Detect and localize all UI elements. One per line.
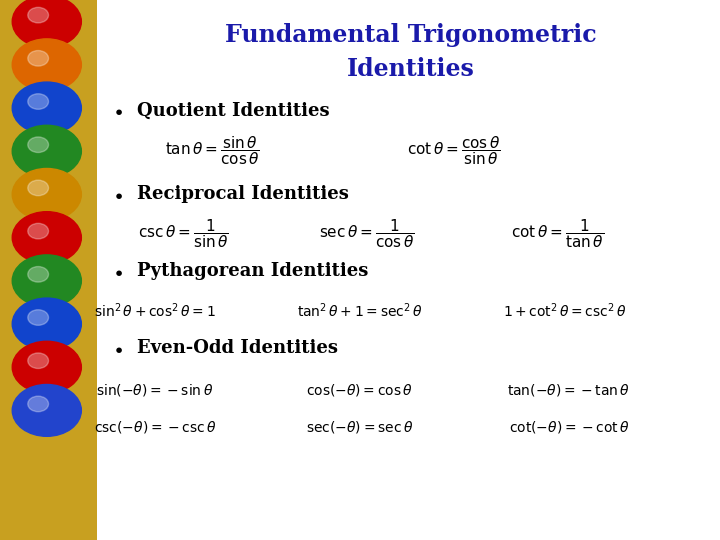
Circle shape [28, 353, 48, 368]
Circle shape [28, 267, 48, 282]
Text: $\bullet$: $\bullet$ [112, 339, 122, 358]
Text: $\csc(-\theta) = -\csc\theta$: $\csc(-\theta) = -\csc\theta$ [94, 418, 216, 435]
Text: $\bullet$: $\bullet$ [112, 185, 122, 204]
FancyBboxPatch shape [0, 0, 97, 540]
Circle shape [12, 255, 81, 307]
Text: Fundamental Trigonometric: Fundamental Trigonometric [225, 23, 596, 47]
Text: Quotient Identities: Quotient Identities [137, 102, 330, 120]
Text: $\sin(-\theta) = -\sin\theta$: $\sin(-\theta) = -\sin\theta$ [96, 382, 213, 398]
Text: $\sin^2\theta + \cos^2\theta = 1$: $\sin^2\theta + \cos^2\theta = 1$ [94, 301, 216, 320]
Text: $\cot\theta = \dfrac{\cos\theta}{\sin\theta}$: $\cot\theta = \dfrac{\cos\theta}{\sin\th… [407, 134, 500, 166]
Text: Reciprocal Identities: Reciprocal Identities [137, 185, 348, 204]
Circle shape [28, 51, 48, 66]
Text: $\cos(-\theta) = \cos\theta$: $\cos(-\theta) = \cos\theta$ [307, 382, 413, 398]
Circle shape [12, 212, 81, 264]
Text: $\sec\theta = \dfrac{1}{\cos\theta}$: $\sec\theta = \dfrac{1}{\cos\theta}$ [320, 217, 415, 249]
Circle shape [28, 396, 48, 411]
Text: Even-Odd Identities: Even-Odd Identities [137, 339, 338, 357]
Text: $\csc\theta = \dfrac{1}{\sin\theta}$: $\csc\theta = \dfrac{1}{\sin\theta}$ [138, 217, 229, 249]
Text: $\tan(-\theta) = -\tan\theta$: $\tan(-\theta) = -\tan\theta$ [508, 382, 630, 398]
Text: $\cot(-\theta) = -\cot\theta$: $\cot(-\theta) = -\cot\theta$ [508, 418, 629, 435]
Text: $\sec(-\theta) = \sec\theta$: $\sec(-\theta) = \sec\theta$ [307, 418, 413, 435]
Text: Identities: Identities [346, 57, 474, 81]
Circle shape [28, 8, 48, 23]
Text: $1 + \cot^2\theta = \csc^2\theta$: $1 + \cot^2\theta = \csc^2\theta$ [503, 301, 627, 320]
Text: Pythagorean Identities: Pythagorean Identities [137, 262, 368, 280]
Text: $\cot\theta = \dfrac{1}{\tan\theta}$: $\cot\theta = \dfrac{1}{\tan\theta}$ [511, 217, 605, 249]
Circle shape [28, 310, 48, 325]
Text: $\bullet$: $\bullet$ [112, 101, 122, 120]
Circle shape [12, 341, 81, 393]
Text: $\tan^2\theta + 1 = \sec^2\theta$: $\tan^2\theta + 1 = \sec^2\theta$ [297, 301, 423, 320]
Text: $\bullet$: $\bullet$ [112, 261, 122, 281]
Circle shape [12, 39, 81, 91]
Circle shape [12, 384, 81, 436]
Circle shape [12, 298, 81, 350]
Circle shape [12, 125, 81, 177]
Circle shape [28, 180, 48, 195]
Circle shape [28, 224, 48, 239]
Circle shape [28, 137, 48, 152]
Circle shape [28, 94, 48, 109]
Text: $\tan\theta = \dfrac{\sin\theta}{\cos\theta}$: $\tan\theta = \dfrac{\sin\theta}{\cos\th… [165, 134, 260, 166]
Circle shape [12, 168, 81, 220]
Circle shape [12, 0, 81, 48]
Circle shape [12, 82, 81, 134]
